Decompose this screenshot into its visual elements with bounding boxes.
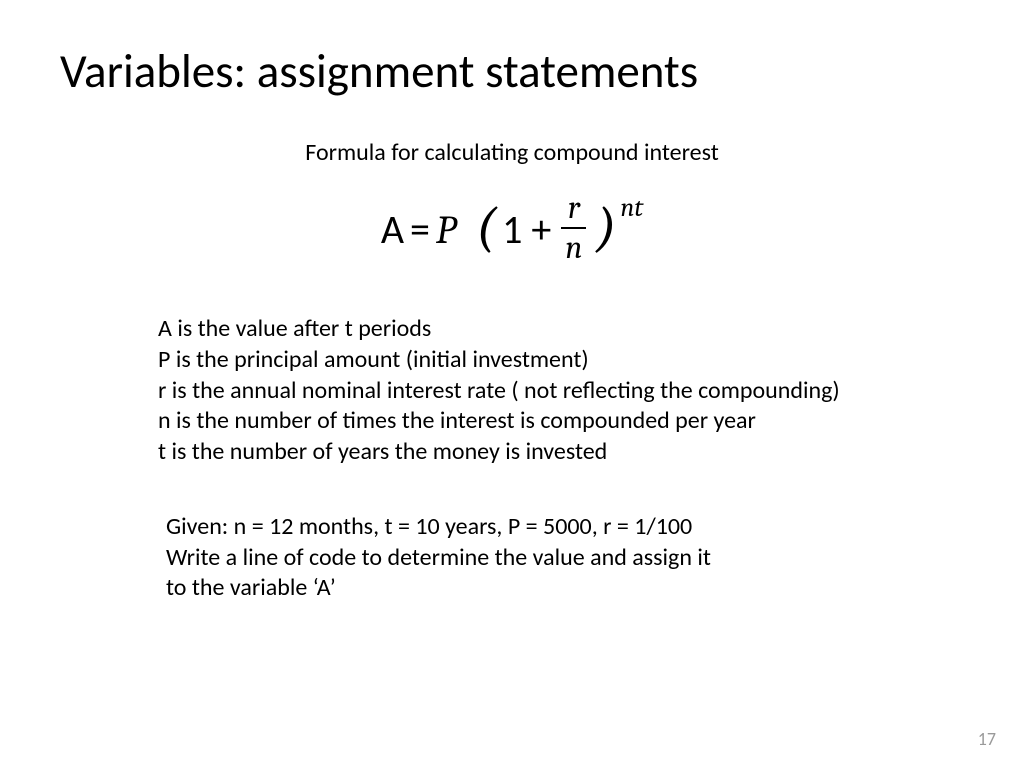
formula-container: A = P ( 1 + r n ) nt — [60, 193, 964, 266]
def-P: P is the principal amount (initial inves… — [158, 345, 964, 376]
task-line-2: to the variable ‘A’ — [166, 573, 964, 604]
variable-definitions: A is the value after t periods P is the … — [158, 314, 964, 468]
given-values: Given: n = 12 months, t = 10 years, P = … — [166, 512, 964, 543]
task-line-1: Write a line of code to determine the va… — [166, 543, 964, 574]
exercise-prompt: Given: n = 12 months, t = 10 years, P = … — [166, 512, 964, 604]
formula-exponent: nt — [620, 193, 643, 223]
formula-close-paren: ) — [596, 201, 616, 255]
formula-open-paren: ( — [476, 201, 496, 255]
def-A: A is the value after t periods — [158, 314, 964, 345]
formula-equals: = — [410, 205, 430, 254]
page-number: 17 — [978, 728, 996, 750]
def-n: n is the number of times the interest is… — [158, 406, 964, 437]
formula-caption: Formula for calculating compound interes… — [60, 138, 964, 167]
slide-title: Variables: assignment statements — [60, 42, 964, 100]
formula-one-plus: 1 + — [502, 205, 551, 254]
def-r: r is the annual nominal interest rate ( … — [158, 376, 964, 407]
compound-interest-formula: A = P ( 1 + r n ) nt — [381, 193, 643, 266]
formula-A: A — [381, 205, 404, 254]
formula-n: n — [561, 231, 586, 265]
def-t: t is the number of years the money is in… — [158, 437, 964, 468]
formula-r: r — [564, 191, 584, 225]
formula-fraction: r n — [561, 191, 586, 264]
slide: Variables: assignment statements Formula… — [0, 0, 1024, 768]
formula-P: P — [436, 207, 456, 253]
